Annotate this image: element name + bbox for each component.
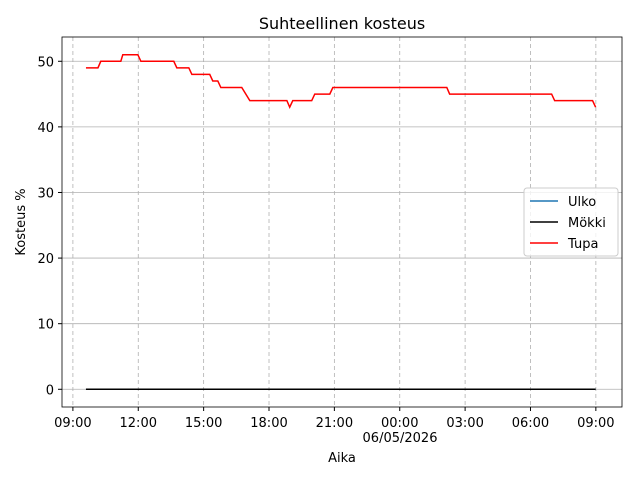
x-tick-label: 21:00 (316, 416, 353, 431)
legend-label: Tupa (567, 237, 598, 252)
legend-label: Mökki (568, 216, 606, 231)
x-tick-label: 00:00 (381, 416, 418, 431)
line (85, 53, 597, 110)
x-tick-label: 15:00 (185, 416, 222, 431)
y-tick-label: 10 (37, 318, 54, 333)
y-tick-label: 30 (37, 186, 54, 201)
y-tick-label: 0 (46, 383, 54, 398)
x-tick-label: 12:00 (120, 416, 157, 431)
date-label: 06/05/2026 (363, 431, 438, 446)
legend-box (523, 187, 619, 257)
x-tick-label: 09:00 (54, 416, 91, 431)
y-tick-label: 20 (37, 252, 54, 267)
x-tick-label: 18:00 (250, 416, 287, 431)
legend-label: Ulko (568, 195, 596, 210)
chart-title: Suhteellinen kosteus (259, 14, 425, 33)
x-tick-label: 06:00 (512, 416, 549, 431)
x-axis-label: Aika (328, 451, 356, 466)
x-tick-label: 03:00 (446, 416, 483, 431)
plot-frame (61, 36, 623, 408)
x-tick-label: 09:00 (577, 416, 614, 431)
y-tick-label: 40 (37, 121, 54, 136)
y-axis-label: Kosteus % (14, 188, 29, 255)
y-tick-label: 50 (37, 55, 54, 70)
